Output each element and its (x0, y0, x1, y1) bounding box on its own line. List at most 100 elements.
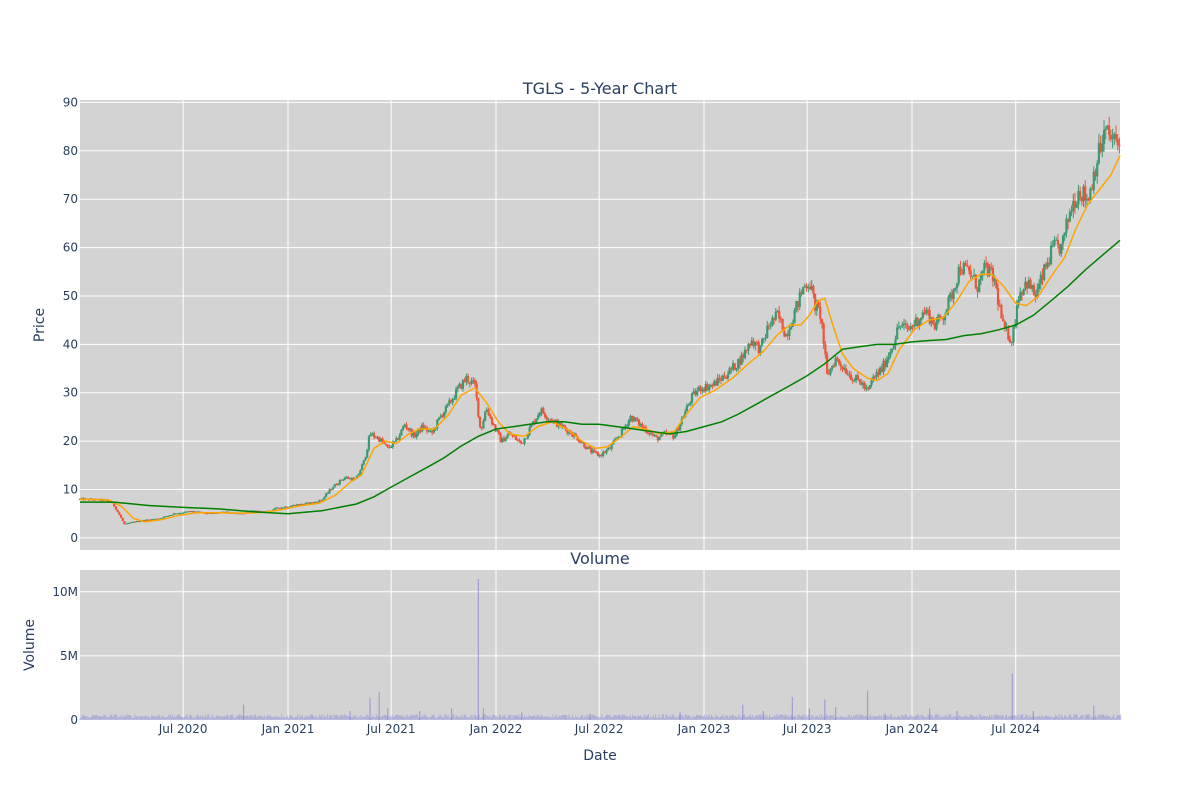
volume-bar-436 (576, 717, 578, 720)
volume-bar-344 (471, 714, 473, 720)
candle-364 (701, 386, 704, 395)
volume-bar-435 (575, 715, 577, 720)
volume-y-tick-2: 10M (52, 585, 78, 599)
volume-bar-624 (790, 714, 792, 720)
volume-bar-249 (363, 717, 365, 720)
volume-bar-900 (1105, 716, 1107, 720)
volume-bar-122 (218, 716, 220, 720)
volume-bar-501 (650, 716, 652, 720)
volume-bar-857 (1056, 716, 1058, 720)
volume-bar-420 (558, 716, 560, 720)
candle-183 (391, 440, 394, 450)
price-y-tick-9: 90 (63, 95, 78, 109)
volume-bar-328 (453, 714, 455, 720)
candle-403 (767, 323, 771, 330)
volume-bar-27 (110, 714, 112, 720)
candle-226 (465, 373, 468, 386)
volume-bar-321 (445, 714, 447, 720)
volume-bar-858 (1057, 717, 1059, 720)
volume-bar-703 (880, 715, 882, 720)
volume-bar-268 (384, 714, 386, 720)
candle-371 (713, 379, 716, 387)
candle-569 (1051, 240, 1054, 248)
volume-bar-276 (394, 715, 396, 720)
candle-185 (395, 436, 398, 442)
candle-479 (897, 321, 900, 330)
volume-bar-210 (318, 714, 320, 720)
volume-bar-903 (1108, 716, 1110, 720)
candle-395 (754, 341, 757, 351)
volume-bar-78 (168, 714, 170, 720)
volume-bar-773 (960, 716, 962, 720)
volume-bar-682 (856, 714, 858, 720)
candle-32 (133, 521, 136, 523)
candle-271 (542, 406, 545, 415)
x-tick-0: Jul 2020 (158, 722, 208, 736)
volume-spike-19 (884, 713, 886, 720)
volume-bar-311 (433, 715, 435, 720)
candle-41 (148, 519, 152, 521)
volume-bar-108 (202, 715, 204, 720)
volume-bar-160 (261, 715, 263, 720)
volume-bar-717 (896, 717, 898, 720)
volume-bar-253 (367, 716, 369, 720)
volume-bar-449 (591, 714, 593, 720)
candle-433 (819, 301, 822, 324)
volume-bar-488 (635, 716, 637, 720)
volume-bar-16 (97, 716, 99, 720)
candle-583 (1075, 201, 1078, 209)
volume-bar-748 (932, 716, 934, 720)
volume-bar-655 (826, 714, 828, 720)
candle-361 (696, 387, 699, 397)
volume-bar-189 (294, 717, 296, 720)
volume-bar-839 (1035, 716, 1037, 720)
volume-bar-281 (399, 715, 401, 720)
candle-240 (489, 413, 492, 420)
candle-580 (1070, 205, 1073, 217)
volume-bar-36 (120, 714, 122, 720)
volume-bar-205 (313, 716, 315, 720)
candle-517 (962, 260, 965, 276)
candle-573 (1058, 243, 1061, 257)
volume-bar-458 (601, 714, 603, 720)
volume-bar-175 (278, 717, 280, 720)
candle-339 (658, 436, 661, 441)
volume-bar-477 (623, 715, 625, 720)
volume-bar-200 (307, 716, 309, 720)
volume-bar-390 (523, 715, 525, 720)
volume-bar-908 (1114, 718, 1116, 720)
volume-bar-672 (845, 717, 847, 720)
volume-spike-6 (450, 708, 453, 720)
volume-bar-419 (557, 717, 559, 720)
volume-bar-859 (1058, 714, 1060, 720)
volume-bar-32 (115, 714, 117, 720)
volume-spike-12 (742, 704, 744, 720)
volume-bar-305 (427, 717, 429, 720)
volume-bar-441 (582, 715, 584, 720)
candle-388 (742, 352, 745, 363)
volume-bar-56 (143, 717, 145, 720)
candle-117 (278, 508, 282, 510)
volume-bar-301 (422, 716, 424, 720)
volume-bar-416 (553, 717, 555, 720)
volume-bar-367 (497, 717, 499, 720)
candle-146 (328, 488, 331, 494)
volume-bar-849 (1047, 716, 1049, 720)
volume-bar-396 (530, 716, 532, 720)
volume-bar-619 (784, 714, 786, 720)
volume-bar-414 (551, 717, 553, 720)
volume-bar-724 (904, 714, 906, 720)
volume-bar-609 (773, 715, 775, 720)
volume-spike-15 (808, 708, 811, 720)
candle-171 (371, 432, 374, 436)
candle-216 (448, 397, 451, 407)
volume-bar-44 (129, 714, 131, 720)
candle-474 (889, 348, 892, 359)
candle-437 (825, 351, 829, 375)
candle-306 (602, 449, 605, 458)
volume-bar-267 (383, 715, 385, 720)
volume-bar-378 (510, 714, 512, 720)
candle-193 (408, 427, 412, 432)
candle-387 (740, 351, 743, 365)
volume-bar-7 (87, 717, 89, 720)
